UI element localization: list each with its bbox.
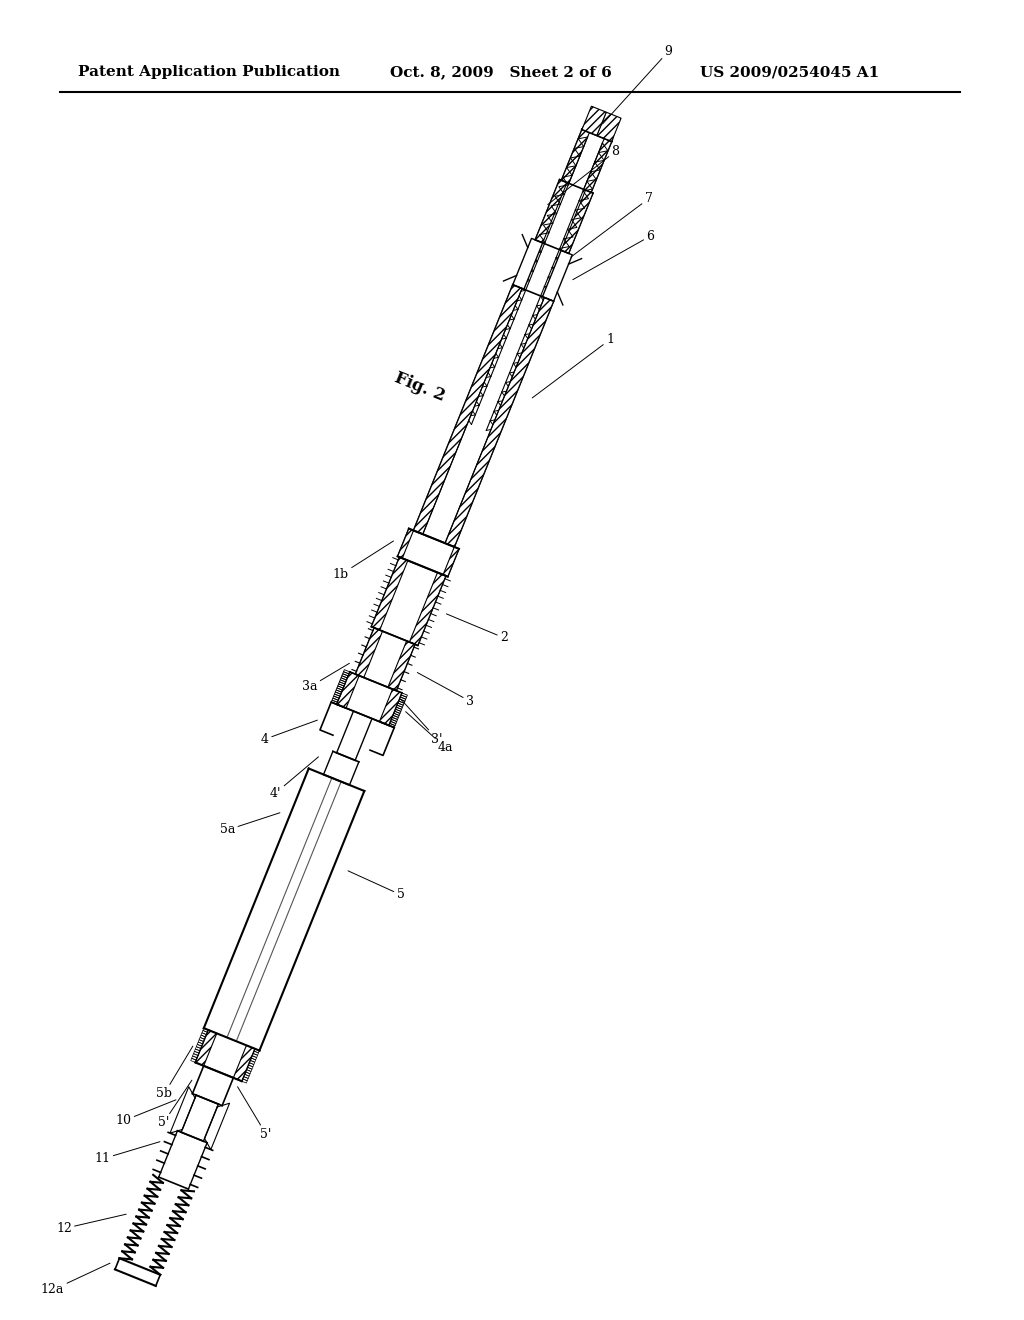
Text: 12a: 12a bbox=[41, 1263, 110, 1296]
Text: 4: 4 bbox=[261, 721, 317, 746]
Polygon shape bbox=[370, 722, 394, 755]
Text: 5': 5' bbox=[158, 1080, 191, 1130]
Polygon shape bbox=[355, 628, 415, 690]
Polygon shape bbox=[372, 557, 408, 630]
Polygon shape bbox=[337, 672, 359, 708]
Text: 10: 10 bbox=[116, 1100, 176, 1127]
Polygon shape bbox=[388, 642, 415, 690]
Polygon shape bbox=[159, 1131, 207, 1189]
Text: 11: 11 bbox=[94, 1142, 160, 1166]
Text: 3': 3' bbox=[400, 700, 442, 746]
Polygon shape bbox=[445, 297, 554, 546]
Polygon shape bbox=[597, 112, 622, 141]
Polygon shape bbox=[397, 528, 459, 577]
Polygon shape bbox=[536, 180, 567, 243]
Polygon shape bbox=[414, 285, 554, 546]
Text: 1: 1 bbox=[532, 333, 614, 397]
Polygon shape bbox=[337, 672, 401, 726]
Text: Fig. 2: Fig. 2 bbox=[392, 370, 447, 405]
Polygon shape bbox=[410, 573, 445, 645]
Polygon shape bbox=[471, 137, 602, 430]
Polygon shape bbox=[337, 711, 372, 760]
Polygon shape bbox=[181, 1096, 218, 1142]
Text: 4a: 4a bbox=[406, 711, 454, 754]
Polygon shape bbox=[196, 1030, 217, 1065]
Polygon shape bbox=[380, 689, 401, 726]
Polygon shape bbox=[233, 1045, 255, 1081]
Text: 7: 7 bbox=[570, 193, 652, 257]
Text: Oct. 8, 2009   Sheet 2 of 6: Oct. 8, 2009 Sheet 2 of 6 bbox=[390, 65, 611, 79]
Polygon shape bbox=[193, 1065, 233, 1106]
Text: 9: 9 bbox=[602, 45, 673, 124]
Polygon shape bbox=[397, 528, 414, 558]
Text: 12: 12 bbox=[56, 1214, 126, 1236]
Polygon shape bbox=[582, 106, 606, 136]
Text: 4': 4' bbox=[270, 756, 318, 800]
Polygon shape bbox=[196, 1030, 255, 1081]
Polygon shape bbox=[443, 546, 459, 577]
Polygon shape bbox=[204, 768, 365, 1051]
Text: 3a: 3a bbox=[302, 664, 349, 693]
Text: 2: 2 bbox=[446, 614, 508, 644]
Text: 1b: 1b bbox=[333, 541, 393, 581]
Polygon shape bbox=[423, 289, 545, 544]
Text: Patent Application Publication: Patent Application Publication bbox=[78, 65, 340, 79]
Text: 5: 5 bbox=[348, 871, 404, 902]
Polygon shape bbox=[561, 129, 611, 193]
Polygon shape bbox=[561, 190, 593, 253]
Polygon shape bbox=[205, 1104, 229, 1150]
Polygon shape bbox=[372, 557, 445, 645]
Polygon shape bbox=[170, 1086, 195, 1133]
Polygon shape bbox=[115, 1258, 160, 1286]
Polygon shape bbox=[543, 251, 572, 301]
Polygon shape bbox=[582, 119, 612, 141]
Polygon shape bbox=[324, 751, 358, 785]
Polygon shape bbox=[561, 129, 590, 183]
Text: 8: 8 bbox=[548, 145, 620, 205]
Polygon shape bbox=[319, 702, 344, 735]
Polygon shape bbox=[414, 285, 522, 535]
Polygon shape bbox=[513, 239, 543, 289]
Polygon shape bbox=[355, 628, 383, 677]
Text: 5': 5' bbox=[238, 1086, 271, 1140]
Polygon shape bbox=[536, 180, 593, 253]
Text: 5b: 5b bbox=[157, 1045, 193, 1100]
Text: 5a: 5a bbox=[220, 813, 280, 837]
Text: 6: 6 bbox=[572, 230, 654, 280]
Polygon shape bbox=[584, 139, 611, 193]
Text: US 2009/0254045 A1: US 2009/0254045 A1 bbox=[700, 65, 880, 79]
Text: 3: 3 bbox=[418, 673, 474, 708]
